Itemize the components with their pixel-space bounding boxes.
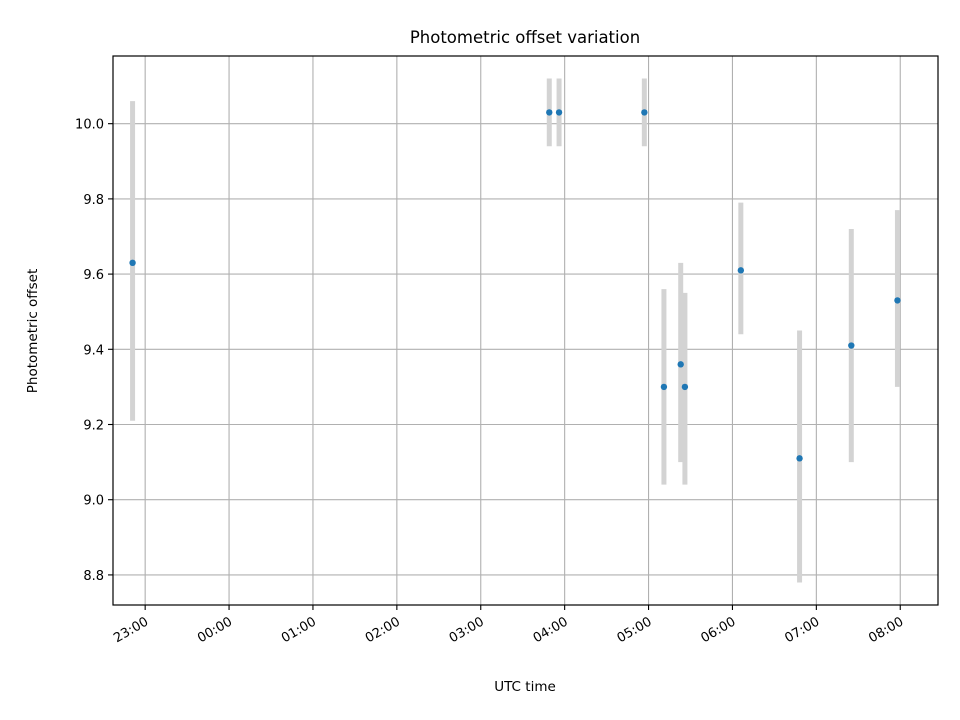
y-axis-ticks: 8.8 9.0 9.2 9.4 9.6 9.8 10.0 — [75, 118, 113, 584]
data-point — [555, 109, 563, 116]
y-tick-label: 9.0 — [83, 494, 104, 509]
data-point — [641, 109, 648, 116]
x-axis-label: UTC time — [494, 679, 556, 695]
data-points — [129, 109, 901, 462]
data-point — [737, 267, 745, 274]
y-tick-label: 9.8 — [83, 193, 104, 208]
data-point — [129, 259, 136, 267]
data-point — [796, 455, 803, 462]
y-tick-label: 8.8 — [83, 569, 104, 584]
data-point — [894, 297, 901, 304]
y-axis-label: Photometric offset — [25, 269, 41, 393]
data-point — [677, 361, 684, 368]
y-tick-label: 9.6 — [83, 268, 104, 283]
y-tick-label: 9.4 — [83, 343, 104, 358]
data-point — [848, 342, 855, 349]
data-point — [681, 383, 689, 391]
plot-frame — [112, 55, 939, 606]
y-tick-label: 10.0 — [75, 118, 104, 133]
chart-title: Photometric offset variation — [410, 28, 640, 47]
y-tick-label: 9.2 — [83, 419, 104, 434]
data-point — [546, 109, 553, 116]
data-point — [660, 383, 668, 391]
